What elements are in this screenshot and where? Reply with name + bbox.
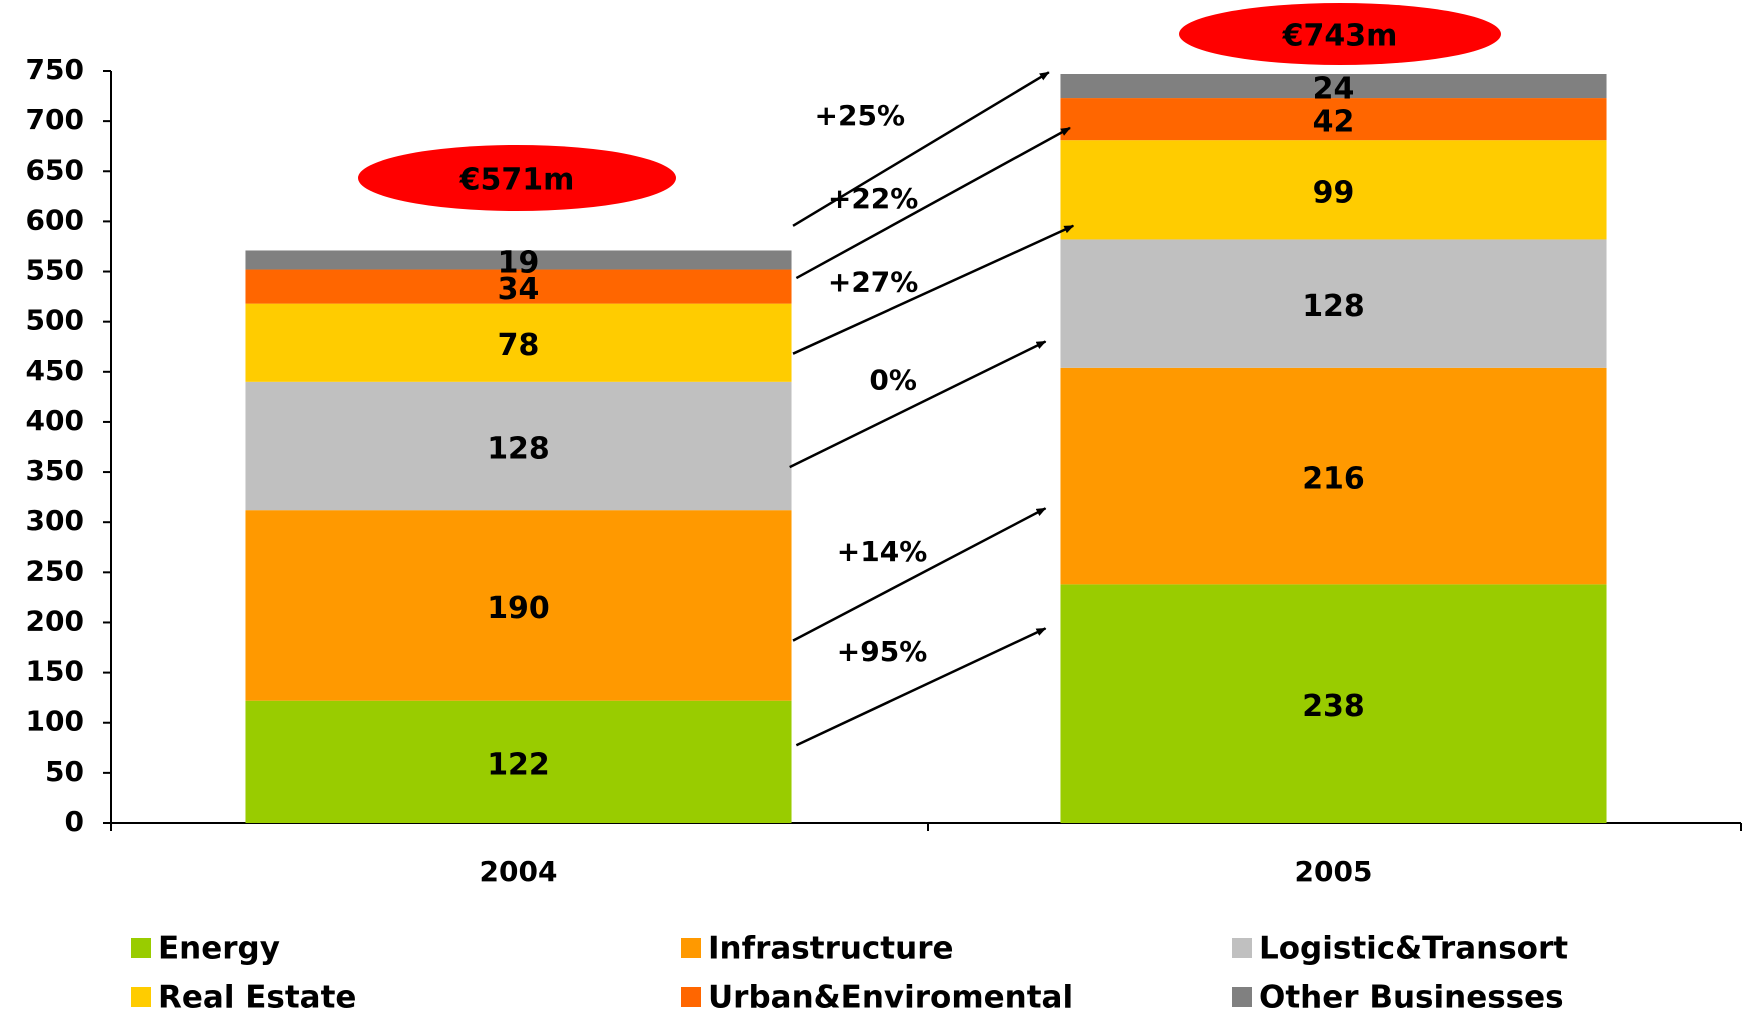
data-label: 128 xyxy=(1302,289,1365,324)
growth-label: +14% xyxy=(837,535,927,568)
growth-arrow xyxy=(795,627,1047,747)
y-tick-label: 0 xyxy=(65,805,84,838)
growth-arrow xyxy=(792,224,1075,355)
bar-segment xyxy=(245,303,792,382)
growth-arrow xyxy=(789,340,1047,469)
data-label: 24 xyxy=(1313,72,1355,107)
y-tick-label: 400 xyxy=(26,404,84,437)
y-tick-label: 50 xyxy=(45,755,84,788)
bar-segment xyxy=(1060,74,1607,99)
y-tick-label: 150 xyxy=(26,655,84,688)
total-label: €571m xyxy=(459,163,575,198)
bar-segment xyxy=(245,269,792,304)
growth-arrow xyxy=(792,71,1050,227)
y-tick-label: 450 xyxy=(26,354,84,387)
total-label: €743m xyxy=(1282,19,1398,54)
legend-swatch xyxy=(131,987,151,1007)
data-label: 34 xyxy=(498,272,540,307)
growth-arrow xyxy=(792,507,1047,642)
growth-label: +22% xyxy=(828,182,918,215)
bar-segment xyxy=(245,250,792,270)
y-tick-label: 500 xyxy=(26,304,84,337)
growth-label: +27% xyxy=(828,266,918,299)
bar-segment xyxy=(1060,367,1607,585)
legend-swatch xyxy=(1232,987,1252,1007)
legend-swatch xyxy=(681,987,701,1007)
bar-segment xyxy=(245,700,792,823)
total-badge xyxy=(358,145,676,211)
growth-label: +95% xyxy=(837,635,927,668)
bar-segment xyxy=(245,381,792,511)
legend-swatch xyxy=(681,938,701,958)
bar-segment xyxy=(1060,98,1607,141)
y-tick-label: 350 xyxy=(26,454,84,487)
bar-segment xyxy=(1060,584,1607,823)
x-tick-label: 2004 xyxy=(480,855,558,888)
y-tick-label: 650 xyxy=(26,153,84,186)
data-label: 99 xyxy=(1313,175,1355,210)
legend-label: Other Businesses xyxy=(1259,980,1564,1013)
bar-segment xyxy=(245,510,792,701)
y-tick-label: 600 xyxy=(26,203,84,236)
y-tick-label: 100 xyxy=(26,705,84,738)
y-tick-label: 250 xyxy=(26,554,84,587)
data-label: 128 xyxy=(487,431,550,466)
y-tick-label: 700 xyxy=(26,103,84,136)
y-tick-label: 750 xyxy=(26,53,84,86)
legend-label: Urban&Enviromental xyxy=(708,980,1073,1013)
data-label: 216 xyxy=(1302,462,1365,497)
x-tick-label: 2005 xyxy=(1295,855,1373,888)
growth-label: +25% xyxy=(815,99,905,132)
legend-swatch xyxy=(1232,938,1252,958)
legend-label: Infrastructure xyxy=(708,931,954,967)
growth-label: 0% xyxy=(869,364,917,397)
data-label: 78 xyxy=(498,328,540,363)
bar-segment xyxy=(1060,140,1607,240)
legend-swatch xyxy=(131,938,151,958)
data-label: 19 xyxy=(498,246,540,281)
data-label: 122 xyxy=(487,747,550,782)
legend-label: Real Estate xyxy=(158,980,356,1013)
legend-label: Energy xyxy=(158,931,280,967)
y-tick-label: 300 xyxy=(26,504,84,537)
bar-segment xyxy=(1060,239,1607,368)
data-label: 190 xyxy=(487,591,550,626)
growth-arrow xyxy=(795,126,1071,280)
y-tick-label: 200 xyxy=(26,604,84,637)
y-tick-label: 550 xyxy=(26,254,84,287)
legend-label: Logistic&Transort xyxy=(1259,931,1568,967)
total-badge xyxy=(1179,3,1501,65)
data-label: 42 xyxy=(1313,105,1355,140)
data-label: 238 xyxy=(1302,689,1365,724)
